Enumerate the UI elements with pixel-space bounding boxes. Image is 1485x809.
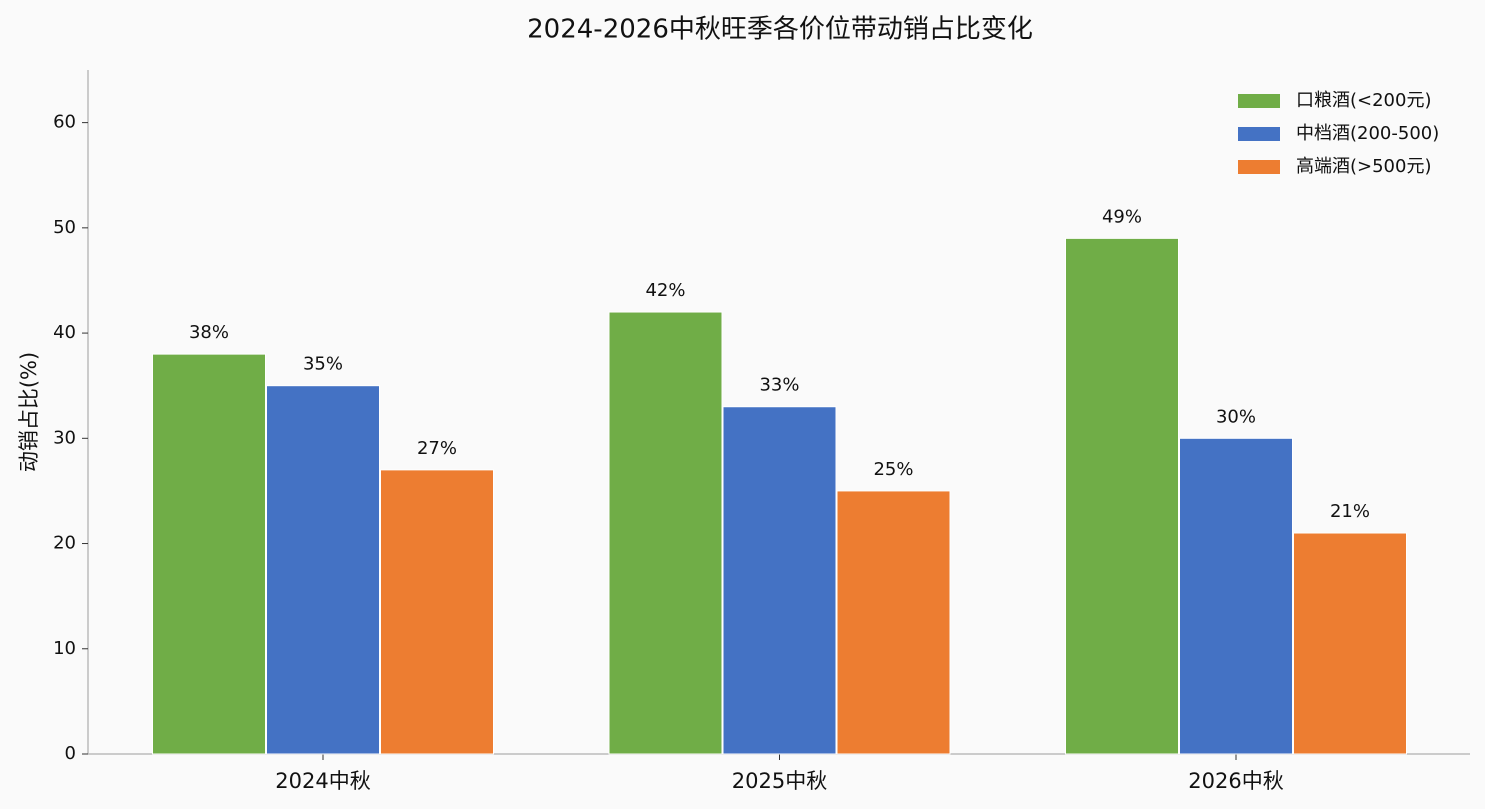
y-tick-label: 60	[53, 112, 76, 133]
y-tick-label: 30	[53, 427, 76, 448]
data-label: 38%	[189, 322, 229, 343]
data-label: 35%	[303, 354, 343, 375]
data-label: 25%	[873, 459, 913, 480]
x-tick-label: 2024中秋	[275, 769, 370, 793]
legend-swatch	[1238, 160, 1280, 174]
y-tick-label: 10	[53, 638, 76, 659]
legend-swatch	[1238, 94, 1280, 108]
bar	[836, 490, 951, 755]
bar	[152, 353, 266, 755]
y-axis-label: 动销占比(%)	[17, 352, 41, 472]
data-label: 42%	[645, 280, 685, 301]
data-label: 33%	[759, 375, 799, 396]
y-tick-label: 0	[65, 743, 76, 764]
x-tick-label: 2025中秋	[732, 769, 827, 793]
chart-title: 2024-2026中秋旺季各价位带动销占比变化	[527, 15, 1033, 45]
bar	[1065, 237, 1179, 755]
data-label: 30%	[1216, 406, 1256, 427]
y-tick-label: 50	[53, 217, 76, 238]
bar	[1293, 532, 1407, 755]
legend-swatch	[1238, 127, 1280, 141]
y-tick-label: 40	[53, 322, 76, 343]
bar	[608, 311, 723, 755]
x-tick-label: 2026中秋	[1188, 769, 1283, 793]
bar	[1179, 437, 1293, 755]
bar	[266, 385, 380, 755]
bar	[722, 406, 837, 755]
legend-label: 中档酒(200-500)	[1296, 123, 1439, 144]
data-label: 49%	[1102, 206, 1142, 227]
data-label: 21%	[1330, 501, 1370, 522]
y-tick-label: 20	[53, 533, 76, 554]
data-label: 27%	[417, 438, 457, 459]
bar	[380, 469, 494, 755]
legend-label: 高端酒(>500元)	[1296, 156, 1431, 177]
legend-label: 口粮酒(<200元)	[1296, 90, 1431, 111]
